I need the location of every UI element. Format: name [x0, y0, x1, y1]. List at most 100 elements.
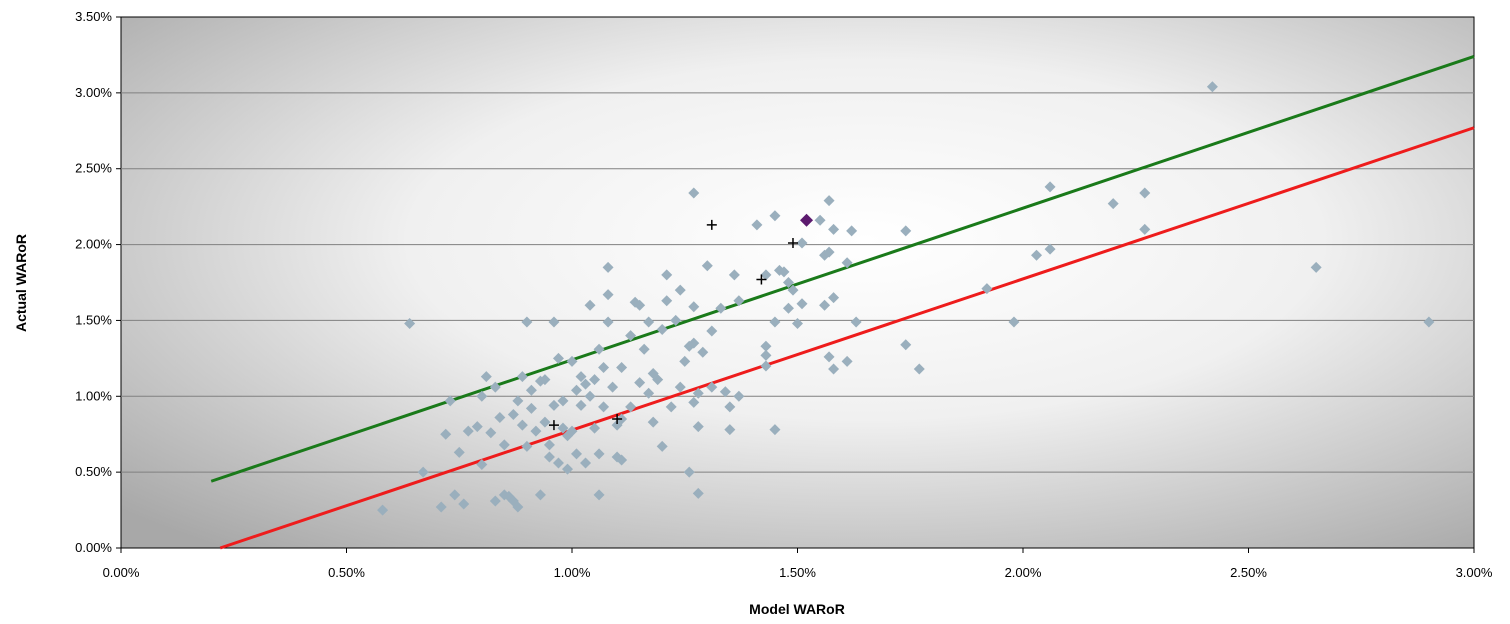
- data-point: [828, 223, 840, 235]
- data-point: [724, 401, 736, 413]
- data-point: [760, 349, 772, 361]
- data-point: [981, 283, 993, 295]
- data-point: [494, 412, 506, 424]
- data-point: [796, 298, 808, 310]
- data-point-plus: [787, 238, 798, 249]
- data-point: [733, 295, 745, 307]
- data-point: [688, 187, 700, 199]
- data-point: [661, 295, 673, 307]
- data-point: [760, 360, 772, 372]
- data-point: [751, 219, 763, 231]
- data-point: [643, 387, 655, 399]
- data-point: [512, 501, 524, 513]
- data-point: [440, 428, 452, 440]
- data-point: [543, 439, 555, 451]
- fit-line-1: [210, 55, 1475, 483]
- data-point: [580, 378, 592, 390]
- data-point: [823, 246, 835, 258]
- data-point: [507, 408, 519, 420]
- data-point: [769, 424, 781, 436]
- data-point: [634, 299, 646, 311]
- data-point: [733, 390, 745, 402]
- data-point: [525, 402, 537, 414]
- data-point: [900, 339, 912, 351]
- data-point: [1139, 187, 1151, 199]
- x-tick-label: 2.00%: [1005, 565, 1042, 580]
- data-point: [792, 317, 803, 329]
- data-point: [692, 387, 704, 399]
- data-point: [598, 401, 610, 413]
- data-point: [489, 381, 501, 393]
- data-point: [471, 421, 483, 433]
- data-point: [548, 316, 560, 328]
- data-point-plus: [756, 274, 767, 285]
- data-point: [679, 355, 691, 367]
- data-point: [828, 292, 840, 304]
- data-point-plus: [548, 420, 559, 431]
- y-tick-label: 1.50%: [75, 312, 112, 327]
- data-point: [850, 316, 862, 328]
- data-point: [449, 489, 461, 501]
- data-point: [688, 396, 700, 408]
- data-point: [1031, 249, 1043, 261]
- data-point: [575, 399, 587, 411]
- x-tick-label: 2.50%: [1230, 565, 1267, 580]
- data-point: [913, 363, 925, 375]
- data-point-plus: [706, 219, 717, 230]
- data-point: [1008, 316, 1020, 328]
- data-point: [462, 425, 474, 437]
- data-point: [571, 384, 583, 396]
- data-point: [404, 317, 416, 329]
- data-point: [602, 316, 614, 328]
- data-point: [769, 316, 781, 328]
- data-point: [548, 399, 560, 411]
- x-tick-label: 0.00%: [103, 565, 140, 580]
- data-point: [616, 361, 628, 373]
- data-point: [900, 225, 912, 237]
- highlighted-data-point: [800, 213, 814, 227]
- data-point: [561, 463, 573, 475]
- data-point: [485, 427, 497, 439]
- data-point: [674, 381, 686, 393]
- y-tick-label: 0.00%: [75, 540, 112, 555]
- data-point: [580, 457, 592, 469]
- data-point: [525, 384, 537, 396]
- data-point: [778, 266, 790, 278]
- data-point: [607, 381, 619, 393]
- data-point: [566, 425, 578, 437]
- y-tick-label: 1.00%: [75, 388, 112, 403]
- data-point: [589, 422, 601, 434]
- data-point: [724, 424, 736, 436]
- data-point: [692, 421, 704, 433]
- data-point: [814, 214, 826, 226]
- y-axis-ticks: 0.00% 0.50% 1.00% 1.50% 2.00% 2.50% 3.00% 3.50%: [75, 9, 121, 555]
- data-point: [1423, 316, 1435, 328]
- data-point: [516, 371, 528, 383]
- data-point: [760, 269, 772, 281]
- data-point: [534, 489, 546, 501]
- data-point: [701, 260, 713, 272]
- data-point: [625, 330, 637, 342]
- data-point: [557, 422, 569, 434]
- data-point: [593, 489, 605, 501]
- data-point: [566, 355, 578, 367]
- data-point: [521, 440, 533, 452]
- data-point: [652, 374, 664, 386]
- data-point: [787, 284, 799, 296]
- data-point: [665, 401, 677, 413]
- data-point: [530, 425, 542, 437]
- data-point: [769, 210, 781, 222]
- data-point: [674, 284, 686, 296]
- fit-lines: [210, 55, 1475, 550]
- data-point: [1044, 243, 1056, 255]
- data-point: [1139, 223, 1151, 235]
- data-point: [692, 487, 704, 499]
- data-point: [593, 343, 605, 355]
- data-point: [823, 195, 835, 207]
- data-point: [616, 454, 628, 466]
- data-point: [552, 457, 564, 469]
- data-point: [489, 495, 501, 507]
- data-point: [841, 355, 853, 367]
- x-tick-label: 3.00%: [1456, 565, 1493, 580]
- data-point: [625, 401, 637, 413]
